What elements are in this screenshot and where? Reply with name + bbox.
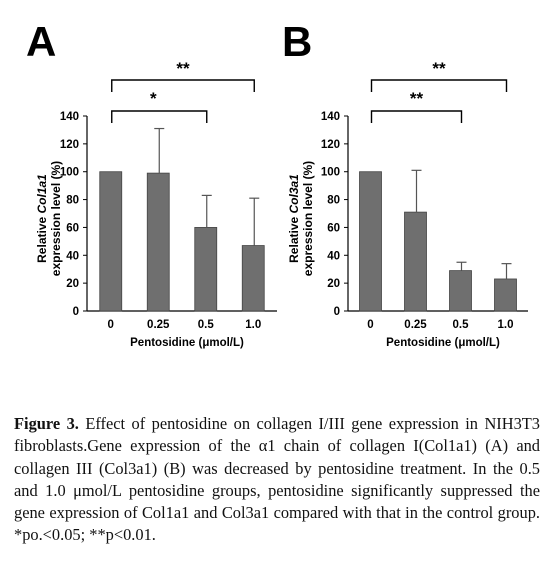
significance-bracket xyxy=(370,110,463,123)
x-tick-label: 0 xyxy=(367,319,373,331)
x-tick-label: 0.5 xyxy=(198,319,215,331)
y-tick-label: 120 xyxy=(60,139,79,151)
y-tick-label: 60 xyxy=(327,222,340,234)
x-axis-title: Pentosidine (μmol/L) xyxy=(130,337,244,349)
y-axis-title-prefix: Relative xyxy=(287,214,301,263)
x-tick-label: 0.25 xyxy=(404,319,427,331)
y-tick-label: 80 xyxy=(327,195,340,207)
caption-text: Effect of pentosidine on collagen I/III … xyxy=(14,414,540,545)
y-tick-label: 0 xyxy=(73,306,79,318)
x-tick-label: 0 xyxy=(108,319,114,331)
x-tick-label: 1.0 xyxy=(245,319,261,331)
bar xyxy=(194,227,218,312)
y-tick-label: 20 xyxy=(66,278,79,290)
x-tick-label: 1.0 xyxy=(498,319,514,331)
x-tick-label: 0.25 xyxy=(147,319,170,331)
y-tick-label: 140 xyxy=(321,111,340,123)
y-tick-label: 140 xyxy=(60,111,79,123)
bar xyxy=(404,211,427,312)
y-tick-label: 0 xyxy=(334,306,340,318)
significance-bracket xyxy=(370,79,508,92)
significance-bracket xyxy=(111,110,208,123)
bar xyxy=(241,245,265,312)
significance-label: ** xyxy=(176,59,190,78)
figure-caption: Figure 3. Effect of pentosidine on colla… xyxy=(14,413,540,547)
y-tick-label: 100 xyxy=(60,167,79,179)
y-tick-label: 100 xyxy=(321,167,340,179)
caption-label: Figure 3. xyxy=(14,414,79,433)
bar xyxy=(359,171,382,312)
panel-label: A xyxy=(26,18,56,65)
significance-label: ** xyxy=(410,89,424,108)
y-tick-label: 20 xyxy=(327,278,340,290)
bar xyxy=(99,171,123,312)
y-axis-title-line2: expression level (%) xyxy=(49,161,63,276)
y-tick-label: 80 xyxy=(66,195,79,207)
y-tick-label: 60 xyxy=(66,222,79,234)
chart-panel-a: A 0 20 40 60 80 100 120 140 0 0.25 0.5 1.0Pentosidin… xyxy=(26,18,277,349)
bar xyxy=(146,172,170,312)
panel-label: B xyxy=(282,18,312,65)
significance-label: ** xyxy=(432,59,446,78)
y-tick-label: 40 xyxy=(66,250,79,262)
x-tick-label: 0.5 xyxy=(453,319,470,331)
bar xyxy=(449,270,472,312)
y-axis-title: Relative Col1a1 xyxy=(35,174,49,263)
chart-panel-b: B 0 20 40 60 80 100 120 140 0 0.25 0.5 1.0 Pentosidin… xyxy=(282,18,528,349)
y-tick-label: 40 xyxy=(327,250,340,262)
significance-label: * xyxy=(150,89,157,108)
y-axis-title-gene: Col3a1 xyxy=(287,174,301,214)
bar xyxy=(494,278,517,312)
y-axis-title: Relative Col3a1 xyxy=(287,174,301,263)
y-axis-title-line2: expression level (%) xyxy=(301,161,315,276)
y-tick-label: 120 xyxy=(321,139,340,151)
x-axis-title: Pentosidine (μmol/L) xyxy=(386,337,500,349)
y-axis-title-gene: Col1a1 xyxy=(35,174,49,214)
significance-bracket xyxy=(111,79,255,92)
y-axis-title-prefix: Relative xyxy=(35,214,49,263)
